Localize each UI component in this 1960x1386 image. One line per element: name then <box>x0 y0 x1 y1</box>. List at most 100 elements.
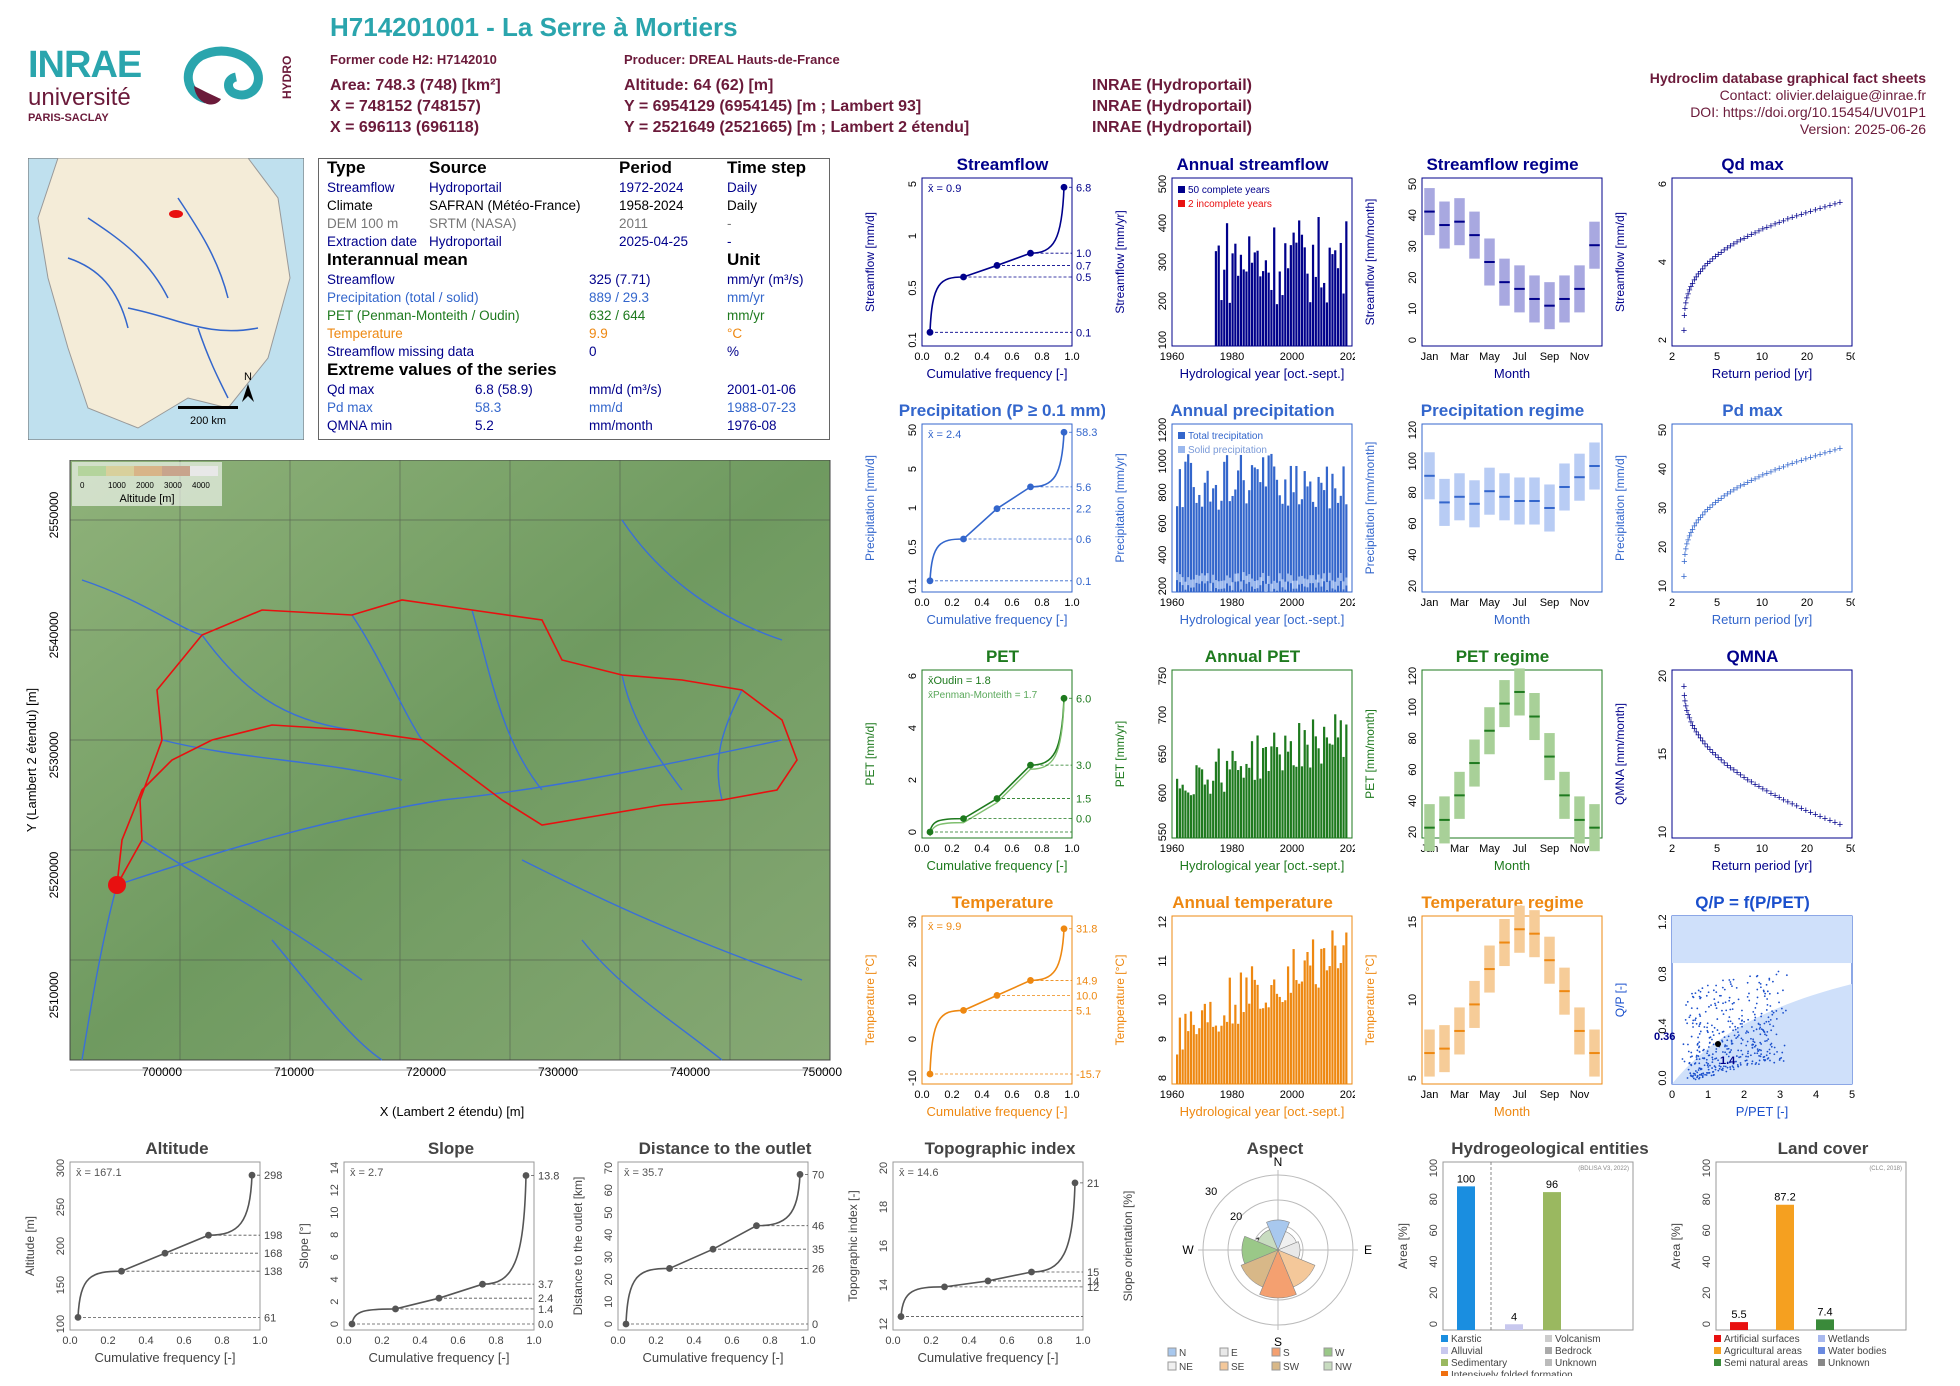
budyko-point <box>1756 1052 1759 1055</box>
solid-precip-bar <box>1248 574 1251 583</box>
annual-bar <box>1228 302 1231 346</box>
budyko-point <box>1714 1066 1717 1069</box>
chart-ylabel: PET [mm/yr] <box>1113 721 1127 787</box>
return-period-point: + <box>1681 571 1687 583</box>
chart-xlabel: Cumulative frequency [-] <box>918 1350 1059 1365</box>
budyko-point <box>1758 1063 1760 1066</box>
chart-xtick: 0.6 <box>176 1335 191 1347</box>
source-cell-period: 2025-04-25 <box>619 234 689 249</box>
chart-xtick: 3 <box>1777 1089 1783 1101</box>
budyko-point <box>1706 1064 1709 1067</box>
budyko-point <box>1773 1053 1776 1056</box>
budyko-point <box>1758 1048 1761 1051</box>
budyko-point <box>1772 1025 1775 1028</box>
info-source-rows: Streamflow Hydroportail 1972-2024 Daily Clim… <box>327 179 821 251</box>
cdf-mean-label: x̄ = 167.1 <box>76 1167 122 1179</box>
budyko-point <box>1769 1059 1771 1062</box>
return-period-point: + <box>1682 303 1688 315</box>
cdf-right-label: 0.1 <box>1076 327 1091 339</box>
budyko-point <box>1729 1026 1731 1028</box>
chart-xlabel: Return period [yr] <box>1712 858 1812 873</box>
return-period-point: + <box>1718 755 1724 767</box>
cdf-right-label: 0.5 <box>1076 272 1091 284</box>
return-period-point: + <box>1752 227 1758 239</box>
mean-row: Streamflow 325 (7.71) mm/yr (m³/s) <box>327 271 821 289</box>
solid-precip-bar <box>1339 572 1342 581</box>
budyko-point <box>1697 1055 1700 1057</box>
plot-frame <box>1421 669 1603 839</box>
chart-ytick: 12 <box>1157 916 1169 928</box>
cdf-right-label: 26 <box>812 1263 824 1275</box>
annual-bar <box>1198 494 1201 592</box>
budyko-point <box>1760 1049 1762 1052</box>
plot-frame <box>1671 177 1853 347</box>
return-period-point: + <box>1780 215 1786 227</box>
cdf-right-label: 0.7 <box>1076 260 1091 272</box>
area-bar-label: 100 <box>1457 1173 1475 1185</box>
slope-cdf-chart: Slope Slope [°] Cumulative frequency [-] 0.… <box>296 1136 566 1376</box>
legend-swatch <box>1271 1347 1281 1357</box>
qd-max-chart: Qd max Streamflow [mm/d] Return period [yr… <box>1610 152 1858 392</box>
chart-ytick: 50 <box>1657 424 1669 436</box>
budyko-point <box>1748 992 1750 995</box>
legend-swatch <box>1178 200 1185 207</box>
plot-frame <box>921 669 1073 839</box>
plot-frame <box>921 423 1073 593</box>
budyko-point <box>1698 1051 1701 1053</box>
solid-precip-bar <box>1184 581 1187 590</box>
budyko-point <box>1691 1022 1694 1025</box>
return-period-point: + <box>1752 779 1758 791</box>
chart-xtick: 0.6 <box>999 1335 1014 1347</box>
budyko-point <box>1715 991 1718 994</box>
return-period-point: + <box>1699 736 1705 748</box>
legend-swatch <box>1714 1359 1721 1366</box>
chart-ytick: 0.1 <box>907 578 919 593</box>
budyko-point <box>1775 1033 1778 1036</box>
return-period-point: + <box>1741 772 1747 784</box>
chart-xtick: 2 <box>1741 1089 1747 1101</box>
cdf-point <box>897 1313 905 1320</box>
chart-ylabel: Streamflow [mm/d] <box>1613 212 1627 312</box>
annual-bar <box>1253 779 1256 838</box>
annual-bar <box>1275 747 1279 838</box>
budyko-point <box>1740 1020 1743 1022</box>
annual-bar <box>1259 482 1262 592</box>
annual-bar <box>1176 778 1179 838</box>
chart-xtick: 0.2 <box>944 1089 959 1101</box>
annual-bar <box>1189 795 1193 838</box>
annual-bar <box>1253 467 1256 592</box>
budyko-point <box>1759 1023 1761 1026</box>
annual-bar <box>1250 966 1254 1084</box>
annual-bar <box>1342 756 1345 838</box>
annual-bar <box>1231 1023 1234 1084</box>
return-period-point: + <box>1681 325 1687 337</box>
chart-month-tick: May <box>1479 1089 1500 1101</box>
map-ytick: 2530000 <box>47 731 61 778</box>
return-period-point: + <box>1709 747 1715 759</box>
chart-xlabel: Cumulative frequency [-] <box>927 612 1068 627</box>
annual-bar <box>1267 455 1270 592</box>
budyko-point <box>1699 1030 1702 1033</box>
annual-bar <box>1278 271 1281 346</box>
annual-bar <box>1189 462 1193 592</box>
annual-bar <box>1206 779 1209 838</box>
annual-bar <box>1273 227 1276 346</box>
chart-month-tick: Mar <box>1450 597 1469 609</box>
solid-precip-bar <box>1198 575 1201 584</box>
annual-bar <box>1278 996 1281 1084</box>
chart-ytick: 6 <box>329 1254 341 1260</box>
budyko-point <box>1713 1073 1715 1076</box>
annual-bar <box>1181 784 1184 838</box>
chart-title: Annual PET <box>1205 647 1301 666</box>
return-period-point: + <box>1697 733 1703 745</box>
chart-xtick: 1.0 <box>1064 351 1079 363</box>
annual-bar <box>1237 1023 1240 1084</box>
source-cell-step: Daily <box>727 198 758 213</box>
overview-map: 200 km N <box>28 158 304 440</box>
budyko-point <box>1745 1030 1748 1033</box>
return-period-point: + <box>1789 458 1795 470</box>
return-period-point: + <box>1764 786 1770 798</box>
chart-ytick: 10 <box>1407 303 1419 315</box>
annual-bar <box>1187 792 1190 838</box>
annual-bar <box>1262 1008 1265 1084</box>
